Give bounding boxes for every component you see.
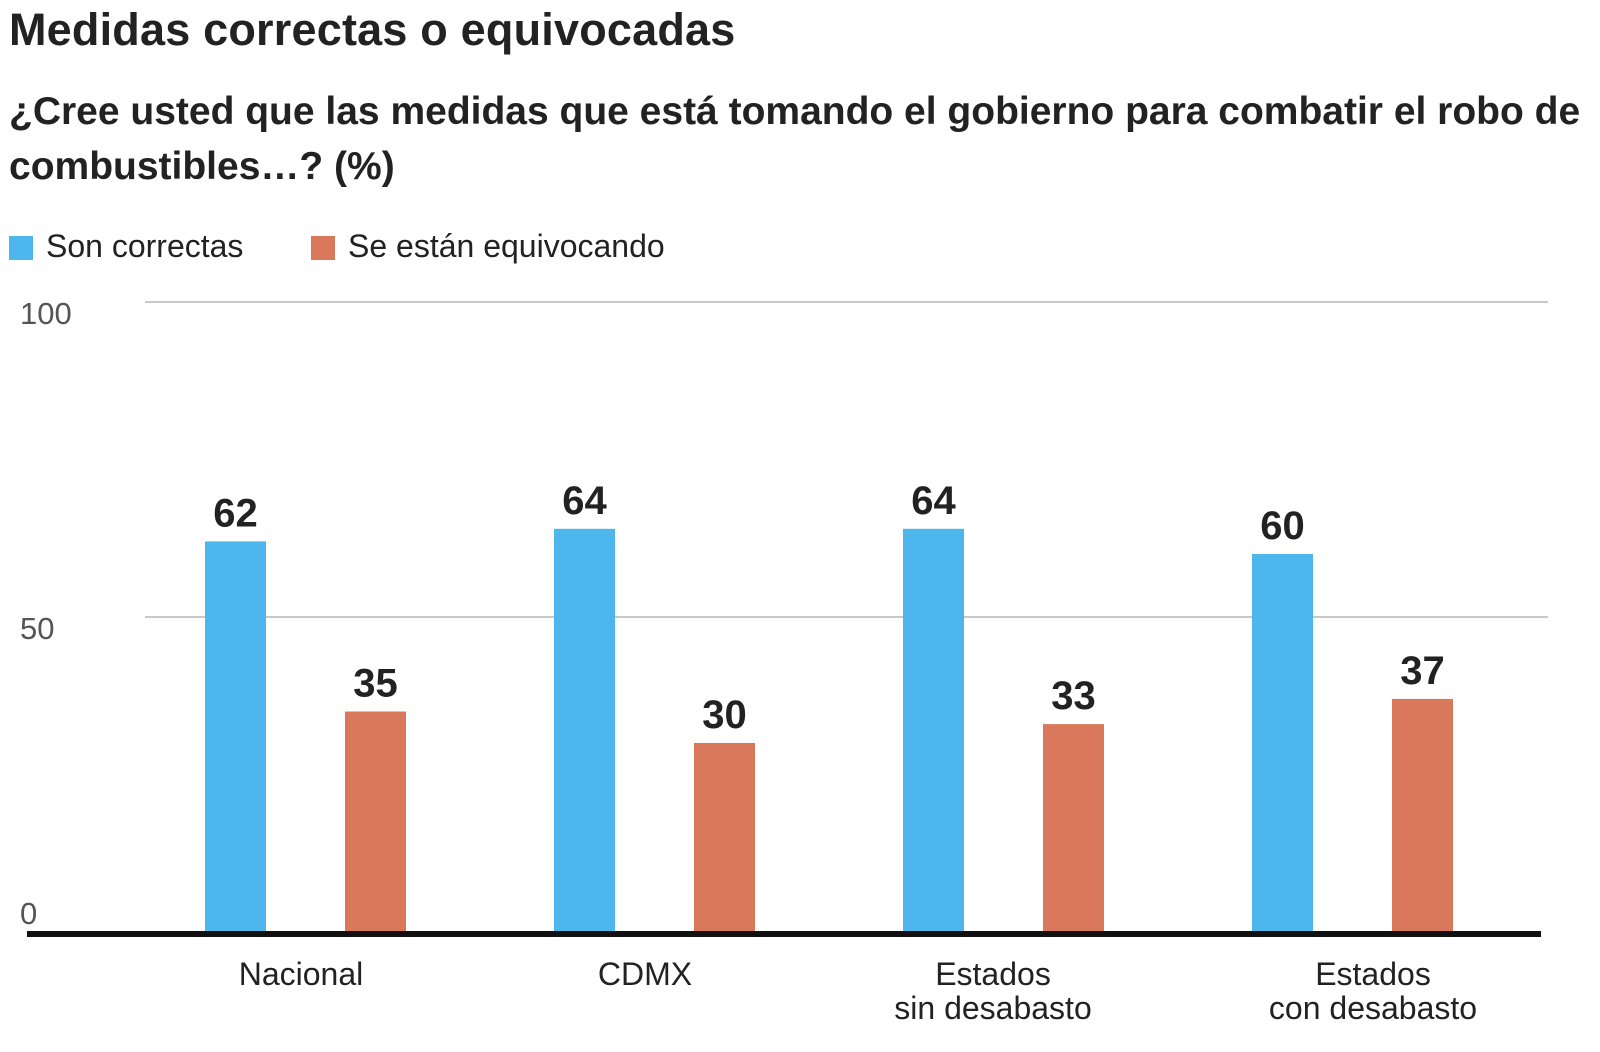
bar [1043,724,1104,932]
bar [1252,554,1313,932]
y-tick-label: 0 [20,896,37,931]
data-label: 60 [1260,504,1305,548]
chart-title: Medidas correctas o equivocadas [9,4,736,55]
x-tick-label: Nacional [239,956,364,992]
data-label: 33 [1051,674,1096,718]
x-tick-label: Estados [1315,956,1431,992]
bar [345,711,406,932]
bar [1392,698,1453,932]
data-label: 37 [1400,649,1445,693]
x-tick-label: CDMX [598,956,692,992]
chart-subtitle: ¿Cree usted que las medidas que está tom… [9,90,1581,188]
data-label: 35 [353,662,398,706]
data-label: 64 [562,479,607,523]
data-label: 30 [702,693,747,737]
y-tick-label: 100 [20,296,72,331]
legend-swatch-se-estan-equivocando [311,236,335,260]
data-label: 64 [911,479,956,523]
bar [205,541,266,932]
data-label: 62 [213,491,258,535]
x-tick-label: con desabasto [1269,990,1477,1026]
x-tick-label: sin desabasto [894,990,1091,1026]
x-tick-label: Estados [935,956,1051,992]
bar [554,528,615,932]
legend-label-son-correctas: Son correctas [46,228,244,264]
legend-swatch-son-correctas [9,236,33,260]
y-tick-label: 50 [20,611,54,646]
bar [903,528,964,932]
bar [694,743,755,932]
legend-label-se-estan-equivocando: Se están equivocando [348,228,665,264]
